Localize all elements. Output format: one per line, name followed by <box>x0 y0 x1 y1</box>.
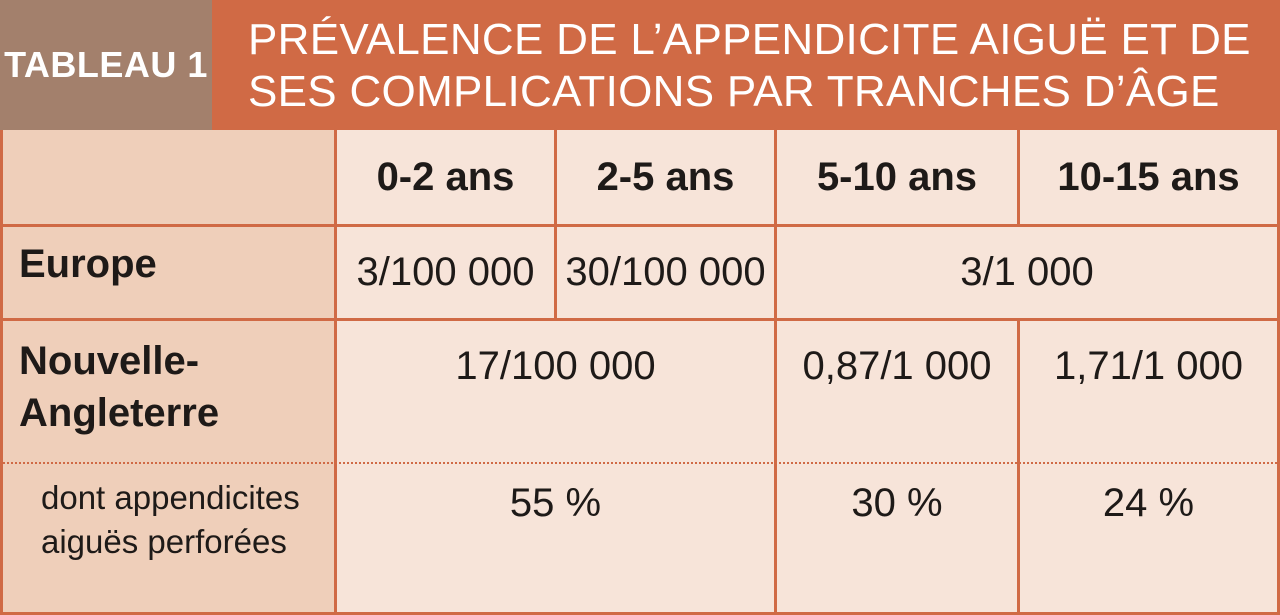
table-title: PRÉVALENCE DE L’APPENDICITE AIGUË ET DE … <box>248 14 1268 118</box>
column-divider <box>1017 321 1020 612</box>
perforees-10-15-value: 24 % <box>1102 480 1195 525</box>
column-divider <box>1017 130 1020 224</box>
row-label-europe: Europe <box>19 242 157 286</box>
europe-2-5-value: 30/100 000 <box>565 250 766 294</box>
column-divider <box>334 130 337 612</box>
nouvelle-angleterre-0-5-value: 17/100 000 <box>455 343 656 388</box>
subrow-divider <box>3 462 1277 464</box>
row-label-line-1: Nouvelle- <box>19 339 200 383</box>
perforees-5-10-value: 30 % <box>851 480 943 525</box>
row-label-appendicites-perforees: dont appendicites aiguës perforées <box>41 476 300 564</box>
table-header: TABLEAU 1 PRÉVALENCE DE L’APPENDICITE AI… <box>0 0 1280 130</box>
prevalence-table: 0-2 ans 2-5 ans 5-10 ans 10-15 ans Europ… <box>0 130 1280 615</box>
europe-5-15-value: 3/1 000 <box>960 250 1094 294</box>
row-divider <box>3 224 1277 227</box>
nouvelle-angleterre-10-15-value: 1,71/1 000 <box>1053 343 1244 388</box>
row-label-nouvelle-angleterre: Nouvelle- Angleterre <box>19 335 219 439</box>
row-divider <box>3 318 1277 321</box>
table-title-line-1: PRÉVALENCE DE L’APPENDICITE AIGUË ET DE <box>248 15 1251 64</box>
row-label-line-2: Angleterre <box>19 391 220 435</box>
column-header-0-2: 0-2 ans <box>376 154 515 199</box>
europe-0-2-value: 3/100 000 <box>356 250 535 294</box>
table-number-label: TABLEAU 1 <box>4 44 208 85</box>
column-header-5-10: 5-10 ans <box>816 154 978 199</box>
table-number-badge: TABLEAU 1 <box>0 0 212 130</box>
nouvelle-angleterre-5-10-value: 0,87/1 000 <box>802 343 992 388</box>
table-title-line-2: SES COMPLICATIONS PAR TRANCHES D’ÂGE <box>248 67 1220 116</box>
column-divider <box>774 130 777 612</box>
row-header-column <box>3 130 335 612</box>
subrow-label-line-1: dont appendicites <box>41 479 300 516</box>
subrow-label-line-2: aiguës perforées <box>41 523 287 560</box>
column-header-10-15: 10-15 ans <box>1057 154 1240 199</box>
perforees-0-5-value: 55 % <box>509 480 602 525</box>
column-header-2-5: 2-5 ans <box>596 154 735 199</box>
